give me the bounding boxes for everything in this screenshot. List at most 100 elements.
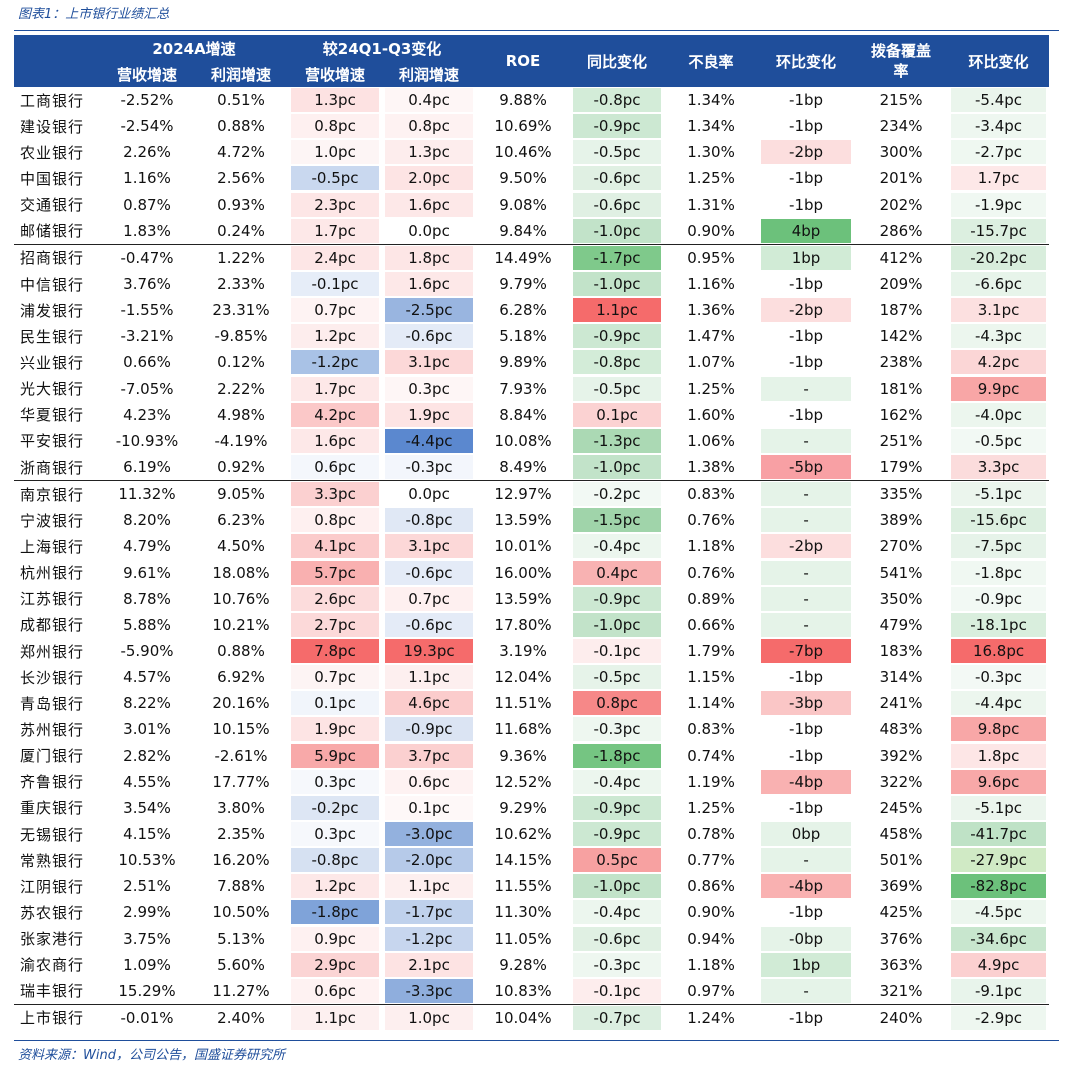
rev-growth-value: 2.26% xyxy=(123,143,171,162)
bank-name-cell: 交通银行 xyxy=(20,196,85,215)
roe-yoy-change-cell: -0.4pc xyxy=(570,769,664,795)
rev-growth-chg-cell: 1.0pc xyxy=(288,139,382,165)
coverage-ratio-value: 458% xyxy=(879,825,923,843)
npl-ratio-cell: 1.25% xyxy=(664,165,758,191)
coverage-qoq-change-cell: -0.5pc xyxy=(948,428,1049,454)
rev-growth-cell: 8.78% xyxy=(100,586,194,612)
profit-growth-chg-value: -3.0pc xyxy=(385,822,474,846)
npl-ratio-cell: 1.60% xyxy=(664,402,758,428)
roe-value: 8.84% xyxy=(499,405,547,424)
rev-growth-value: 1.09% xyxy=(123,955,171,974)
rev-growth-value: 4.55% xyxy=(123,772,171,791)
rev-growth-chg-cell: 0.7pc xyxy=(288,297,382,323)
rev-growth-cell: -10.93% xyxy=(100,428,194,454)
profit-growth-chg-value: 3.1pc xyxy=(385,534,474,559)
profit-growth-chg-value: -0.6pc xyxy=(385,324,474,349)
profit-growth-chg-value: 1.1pc xyxy=(385,874,474,899)
profit-growth-chg-cell: 19.3pc xyxy=(382,638,476,664)
npl-qoq-change-cell: -1bp xyxy=(758,349,854,375)
coverage-qoq-change-value: -41.7pc xyxy=(951,822,1047,846)
header-qoq-change-coverage: 环比变化 xyxy=(948,35,1050,87)
roe-yoy-change-cell: -0.9pc xyxy=(570,323,664,349)
rev-growth-value: 2.99% xyxy=(123,903,171,922)
roe-value: 9.89% xyxy=(499,353,547,372)
npl-qoq-change-cell: - xyxy=(758,978,854,1005)
profit-growth-value: 6.92% xyxy=(217,668,265,687)
profit-growth-value: 7.88% xyxy=(217,877,265,896)
rev-growth-value: 4.15% xyxy=(123,825,171,843)
profit-growth-value: 16.20% xyxy=(212,851,270,870)
roe-yoy-change-cell: -0.4pc xyxy=(570,899,664,925)
npl-ratio-cell: 1.06% xyxy=(664,428,758,454)
roe-yoy-change-value: -0.4pc xyxy=(573,769,662,794)
profit-growth-cell: 10.76% xyxy=(194,586,288,612)
roe-cell: 10.83% xyxy=(476,978,570,1005)
table-body: 工商银行 -2.52% 0.51% 1.3pc 0.4pc 9.88% -0.8pc 1.34… xyxy=(14,87,1050,1032)
npl-ratio-value: 0.83% xyxy=(687,720,735,739)
roe-cell: 14.15% xyxy=(476,847,570,873)
rev-growth-chg-value: 1.9pc xyxy=(291,717,380,742)
profit-growth-value: 0.88% xyxy=(217,642,265,661)
coverage-qoq-change-value: 3.1pc xyxy=(951,298,1047,323)
coverage-ratio-value: 483% xyxy=(879,720,923,739)
coverage-ratio-cell: 245% xyxy=(854,795,948,821)
rev-growth-cell: 2.99% xyxy=(100,899,194,925)
profit-growth-chg-cell: -0.6pc xyxy=(382,560,476,586)
profit-growth-chg-value: 2.0pc xyxy=(385,166,474,191)
npl-qoq-change-cell: -2bp xyxy=(758,139,854,165)
rev-growth-cell: 5.88% xyxy=(100,612,194,638)
npl-ratio-cell: 0.86% xyxy=(664,873,758,899)
roe-cell: 9.89% xyxy=(476,349,570,375)
rev-growth-value: 4.23% xyxy=(123,405,171,424)
profit-growth-value: 23.31% xyxy=(212,301,270,320)
roe-yoy-change-cell: -0.5pc xyxy=(570,376,664,402)
table-row: 南京银行 11.32% 9.05% 3.3pc 0.0pc 12.97% -0.2pc 0.8… xyxy=(14,480,1050,508)
npl-qoq-change-value: - xyxy=(761,482,852,507)
profit-growth-chg-cell: -3.0pc xyxy=(382,821,476,847)
profit-growth-chg-value: 2.1pc xyxy=(385,952,474,977)
npl-ratio-cell: 1.16% xyxy=(664,271,758,297)
coverage-qoq-change-value: -5.4pc xyxy=(951,88,1047,113)
npl-ratio-value: 1.25% xyxy=(687,169,735,188)
npl-qoq-change-value: 4bp xyxy=(761,218,852,243)
roe-yoy-change-cell: 0.1pc xyxy=(570,402,664,428)
coverage-ratio-cell: 321% xyxy=(854,978,948,1005)
roe-value: 10.08% xyxy=(494,431,552,450)
profit-growth-value: 2.56% xyxy=(217,169,265,188)
header-rev-growth-chg: 营收增速 xyxy=(288,61,383,87)
profit-growth-value: -9.85% xyxy=(214,327,268,346)
roe-yoy-change-cell: 0.8pc xyxy=(570,690,664,716)
roe-value: 9.36% xyxy=(499,746,547,765)
npl-ratio-cell: 0.90% xyxy=(664,218,758,245)
rev-growth-chg-value: 1.1pc xyxy=(291,1005,380,1030)
profit-growth-chg-cell: 0.7pc xyxy=(382,586,476,612)
table-row: 杭州银行 9.61% 18.08% 5.7pc -0.6pc 16.00% 0.4pc 0.7… xyxy=(14,560,1049,586)
npl-qoq-change-value: -0bp xyxy=(761,926,852,951)
rev-growth-chg-cell: 0.3pc xyxy=(288,769,382,795)
rev-growth-chg-value: 4.2pc xyxy=(291,402,380,427)
profit-growth-cell: 2.33% xyxy=(194,271,288,297)
profit-growth-chg-value: 0.3pc xyxy=(385,376,474,401)
npl-ratio-cell: 0.83% xyxy=(664,716,758,742)
roe-cell: 9.28% xyxy=(476,952,570,978)
roe-yoy-change-value: -0.9pc xyxy=(573,822,662,846)
roe-yoy-change-value: -0.6pc xyxy=(573,926,662,951)
profit-growth-chg-cell: 2.1pc xyxy=(382,952,476,978)
roe-yoy-change-cell: -0.6pc xyxy=(570,926,664,952)
roe-yoy-change-value: -0.3pc xyxy=(573,717,662,742)
npl-ratio-value: 0.66% xyxy=(687,615,735,634)
npl-ratio-cell: 0.89% xyxy=(664,586,758,612)
coverage-qoq-change-value: -0.3pc xyxy=(951,665,1047,690)
coverage-qoq-change-value: -34.6pc xyxy=(951,926,1047,951)
rev-growth-cell: 8.22% xyxy=(100,690,194,716)
coverage-qoq-change-cell: 16.8pc xyxy=(948,638,1049,664)
table-row: 江阴银行 2.51% 7.88% 1.2pc 1.1pc 11.55% -1.0pc 0.86… xyxy=(14,873,1049,899)
table-row: 光大银行 -7.05% 2.22% 1.7pc 0.3pc 7.93% -0.5pc 1.25… xyxy=(14,376,1049,402)
profit-growth-chg-value: 19.3pc xyxy=(385,639,474,664)
coverage-qoq-change-value: 16.8pc xyxy=(951,639,1047,664)
npl-ratio-value: 1.60% xyxy=(687,405,735,424)
coverage-ratio-value: 322% xyxy=(879,772,923,791)
profit-growth-cell: 10.15% xyxy=(194,716,288,742)
table-row: 兴业银行 0.66% 0.12% -1.2pc 3.1pc 9.89% -0.8pc 1.07… xyxy=(14,349,1049,375)
rev-growth-value: 11.32% xyxy=(118,485,176,504)
